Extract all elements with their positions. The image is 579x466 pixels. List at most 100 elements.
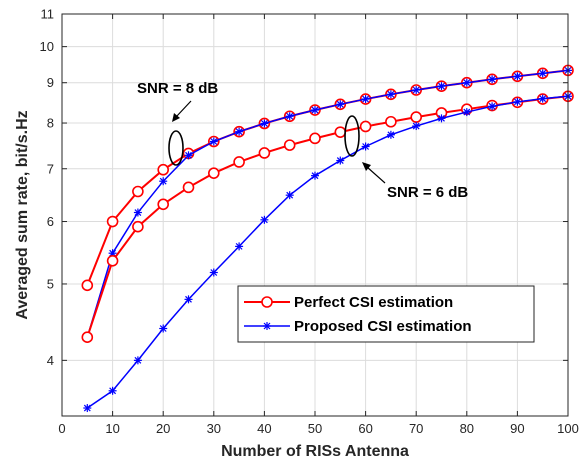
legend-entry-perfect: Perfect CSI estimation bbox=[244, 294, 453, 311]
data-point bbox=[437, 82, 446, 91]
annotation-snr-8-label: SNR = 8 dB bbox=[137, 80, 218, 97]
data-point bbox=[437, 114, 446, 123]
data-point bbox=[159, 177, 168, 186]
x-tick-label: 100 bbox=[557, 421, 579, 436]
annotation-snr-6-arrow bbox=[366, 166, 386, 184]
x-tick-label: 40 bbox=[257, 421, 271, 436]
data-point bbox=[235, 242, 244, 251]
series-line bbox=[86, 95, 569, 409]
y-tick-label: 9 bbox=[47, 75, 54, 90]
data-point bbox=[412, 122, 421, 131]
x-tick-label: 70 bbox=[409, 421, 423, 436]
data-point bbox=[132, 220, 144, 233]
x-tick-label: 20 bbox=[156, 421, 170, 436]
data-point bbox=[208, 167, 220, 179]
data-point bbox=[184, 151, 193, 160]
series-3 bbox=[83, 92, 572, 413]
data-point bbox=[410, 111, 423, 123]
data-point bbox=[108, 249, 117, 258]
y-tick-label: 7 bbox=[47, 161, 54, 176]
annotation-snr-8-ellipse bbox=[168, 130, 184, 166]
y-tick-label: 11 bbox=[41, 7, 55, 22]
data-point bbox=[385, 115, 397, 128]
y-tick-label: 4 bbox=[47, 353, 54, 368]
annotation-snr-6-label: SNR = 6 dB bbox=[387, 184, 468, 201]
data-point bbox=[184, 295, 193, 304]
annotation-snr-6-ellipse bbox=[344, 115, 360, 157]
data-point bbox=[513, 97, 522, 106]
data-point bbox=[462, 78, 471, 87]
x-tick-labels: 0 10 20 30 40 50 60 70 80 90 100 bbox=[58, 421, 578, 436]
x-tick-label: 50 bbox=[308, 421, 322, 436]
data-point bbox=[260, 215, 269, 224]
data-point bbox=[488, 102, 497, 111]
series-layer bbox=[81, 64, 574, 413]
data-point bbox=[285, 112, 294, 121]
data-point bbox=[81, 331, 94, 343]
x-tick-label: 90 bbox=[510, 421, 524, 436]
legend-marker-proposed bbox=[263, 322, 271, 330]
y-tick-label: 10 bbox=[40, 39, 54, 54]
data-point bbox=[359, 120, 372, 133]
series-line bbox=[86, 69, 569, 338]
annotation-snr-6: SNR = 6 dB bbox=[344, 115, 468, 201]
data-point bbox=[488, 75, 497, 84]
data-point bbox=[209, 137, 218, 146]
data-point bbox=[285, 191, 294, 200]
y-tick-label: 8 bbox=[47, 116, 54, 131]
data-point bbox=[233, 156, 245, 168]
data-point bbox=[386, 90, 395, 99]
data-point bbox=[258, 147, 271, 159]
data-point bbox=[412, 86, 421, 95]
y-tick-label: 6 bbox=[47, 214, 54, 229]
annotation-snr-8-arrowhead bbox=[172, 113, 180, 122]
x-tick-label: 80 bbox=[460, 421, 474, 436]
data-point bbox=[311, 106, 319, 115]
data-point bbox=[538, 69, 547, 78]
data-point bbox=[386, 130, 395, 139]
data-point bbox=[260, 119, 269, 128]
data-point bbox=[235, 127, 244, 136]
data-point bbox=[106, 215, 119, 228]
data-point bbox=[157, 198, 169, 211]
y-tick-label: 5 bbox=[47, 276, 54, 291]
data-point bbox=[133, 208, 142, 217]
data-point bbox=[157, 163, 169, 176]
data-point bbox=[133, 356, 142, 365]
y-axis-label: Averaged sum rate, bit/s.Hz bbox=[14, 110, 31, 319]
data-point bbox=[336, 156, 345, 165]
data-point bbox=[106, 254, 119, 267]
legend-label-perfect: Perfect CSI estimation bbox=[294, 294, 453, 311]
data-point bbox=[336, 100, 345, 109]
data-point bbox=[538, 94, 547, 103]
data-point bbox=[209, 268, 218, 277]
x-tick-label: 30 bbox=[207, 421, 221, 436]
legend: Perfect CSI estimation Proposed CSI esti… bbox=[237, 285, 535, 343]
data-point bbox=[182, 181, 195, 194]
x-tick-label: 10 bbox=[105, 421, 119, 436]
data-point bbox=[309, 132, 321, 145]
legend-label-proposed: Proposed CSI estimation bbox=[294, 318, 472, 335]
plot-frame bbox=[61, 13, 569, 417]
data-point bbox=[283, 139, 296, 151]
x-tick-label: 60 bbox=[358, 421, 372, 436]
data-point bbox=[334, 126, 347, 138]
annotation-snr-8: SNR = 8 dB bbox=[137, 80, 218, 166]
legend-box bbox=[237, 285, 535, 343]
data-point bbox=[108, 386, 117, 395]
x-tick-label: 0 bbox=[58, 421, 65, 436]
data-point bbox=[83, 404, 92, 413]
y-tick-labels: 4 5 6 7 8 9 10 11 bbox=[40, 7, 54, 368]
x-axis-label: Number of RISs Antenna bbox=[221, 443, 409, 460]
annotation-snr-8-arrow bbox=[175, 100, 192, 118]
legend-entry-proposed: Proposed CSI estimation bbox=[244, 318, 472, 335]
data-point bbox=[462, 108, 471, 117]
data-point bbox=[132, 185, 144, 198]
annotation-snr-6-arrowhead bbox=[362, 162, 371, 171]
data-point bbox=[513, 72, 522, 81]
data-point bbox=[311, 171, 319, 180]
data-point bbox=[81, 279, 94, 292]
legend-marker-perfect bbox=[261, 296, 273, 308]
data-point bbox=[361, 142, 370, 151]
